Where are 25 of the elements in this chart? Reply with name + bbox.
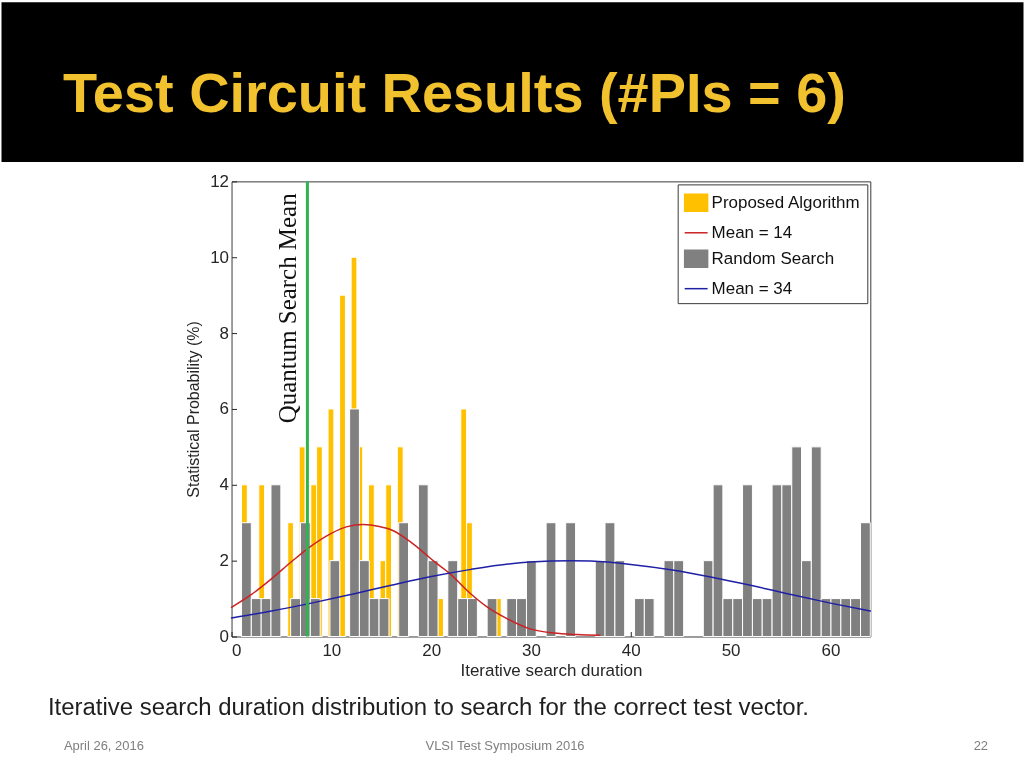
y-axis-title: Statistical Probability (%)	[185, 321, 203, 498]
text: April 26, 2016	[63, 738, 144, 754]
legend-label: Proposed Algorithm	[711, 192, 860, 212]
ref-line-label: Quantum Search Mean	[274, 192, 302, 424]
chart-title: Test Circuit Results (#PIs = 6)	[62, 60, 846, 124]
x-tick-label: 30	[522, 640, 541, 660]
x-tick-label: 50	[721, 640, 741, 660]
y-tick-label: 10	[210, 247, 230, 267]
y-tick-label: 0	[219, 626, 230, 646]
y-tick-label: 4	[219, 475, 230, 495]
y-tick-label: 12	[210, 171, 230, 191]
y-tick-label: 6	[219, 399, 230, 419]
x-tick-label: 40	[621, 640, 641, 660]
x-tick-label: 20	[422, 640, 442, 660]
y-tick-label: 2	[219, 551, 230, 571]
legend-label: Random Search	[711, 248, 835, 268]
x-tick-label: 60	[821, 640, 841, 660]
x-axis-title: Iterative search duration	[460, 660, 643, 680]
legend-label: Mean = 34	[711, 278, 793, 298]
text: 22	[973, 738, 989, 754]
legend-label: Mean = 14	[711, 222, 793, 242]
text: VLSI Test Symposium 2016	[425, 738, 585, 754]
y-tick-label: 8	[219, 323, 230, 343]
x-tick-label: 10	[322, 640, 342, 660]
text: Iterative search duration distribution to search for the correct test vector.	[47, 693, 809, 721]
